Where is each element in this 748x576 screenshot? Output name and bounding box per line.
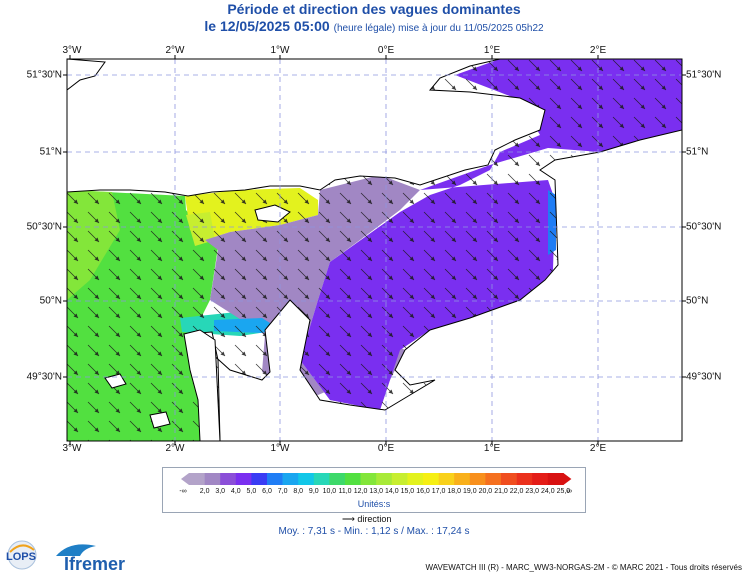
forecast-date: le 12/05/2025 05:00	[204, 18, 330, 34]
legend-label: 9,0	[308, 488, 319, 495]
legend-swatch	[501, 473, 517, 485]
footer-credit: WAVEWATCH III (R) - MARC_WW3-NORGAS-2M -…	[425, 563, 742, 572]
lon-tick-bottom-2e: 2°E	[589, 443, 607, 454]
legend-swatch	[267, 473, 283, 485]
legend-swatch	[204, 473, 221, 485]
legend-swatch	[360, 473, 377, 485]
direction-label: direction	[357, 514, 392, 524]
lat-tick-right-51-30: 51°30'N	[686, 69, 722, 81]
lops-logo: LOPS	[6, 540, 37, 570]
legend-label: ∞	[566, 488, 572, 495]
lat-tick-left-51-30: 51°30'N	[26, 69, 62, 81]
legend-swatch	[329, 473, 346, 485]
map-frame	[66, 58, 683, 442]
lat-tick-right-50-30: 50°30'N	[686, 221, 722, 233]
lon-tick-bottom-3w: 3°W	[62, 443, 82, 454]
tick-marks	[63, 55, 686, 445]
legend-swatch	[532, 473, 549, 485]
land	[67, 59, 682, 441]
legend-max-arrow	[563, 473, 572, 485]
ifremer-text: Ifremer	[64, 554, 125, 574]
lat-tick-left-50-30: 50°30'N	[26, 221, 62, 233]
legend-swatch	[220, 473, 237, 485]
legend-label: 15,0	[400, 488, 415, 495]
lat-tick-left-49-30: 49°30'N	[26, 371, 62, 383]
legend-label: 3,0	[215, 488, 226, 495]
lat-tick-left-50: 50°N	[39, 295, 62, 307]
legend-label: 14,0	[384, 488, 399, 495]
legend-swatch	[251, 473, 268, 485]
legend-label: 5,0	[246, 488, 257, 495]
legend-label: 20,0	[478, 488, 493, 495]
legend-swatch	[423, 473, 439, 485]
legend-swatch	[438, 473, 455, 485]
lon-tick-bottom-2w: 2°W	[165, 443, 185, 454]
legend-label: 6,0	[262, 488, 272, 495]
legend-swatch	[298, 473, 315, 485]
lon-tick-top-2e: 2°E	[589, 45, 607, 56]
legend-swatch	[469, 473, 486, 485]
legend-label: 18,0	[447, 488, 461, 495]
lat-tick-left-51: 51°N	[39, 146, 62, 158]
legend-label: 19,0	[462, 488, 477, 495]
direction-legend: ⟶ direction	[342, 514, 391, 525]
legend-label: 10,0	[322, 488, 337, 495]
statistics: Moy. : 7,31 s - Min. : 1,12 s / Max. : 1…	[278, 526, 470, 537]
legend-swatch	[407, 473, 424, 485]
lat-tick-right-49-30: 49°30'N	[686, 371, 722, 383]
lon-tick-top-2w: 2°W	[165, 45, 185, 56]
legend-swatch	[485, 473, 502, 485]
legend-swatch	[516, 473, 533, 485]
lon-tick-top-0e: 0°E	[377, 45, 395, 56]
legend-label: 21,0	[494, 488, 508, 495]
legend-label: 25,0	[556, 488, 571, 495]
legend-label: 22,0	[509, 488, 524, 495]
legend-label: 2,0	[199, 488, 210, 495]
legend-swatch	[282, 473, 299, 485]
lon-tick-bottom-0e: 0°E	[377, 443, 395, 454]
lon-tick-top-1e: 1°E	[483, 45, 501, 56]
legend-swatch	[376, 473, 393, 485]
legend-swatch	[345, 473, 361, 485]
legend-label: 16,0	[416, 488, 430, 495]
legend-swatch	[313, 473, 330, 485]
legend-label: 12,0	[353, 488, 368, 495]
lat-tick-right-51: 51°N	[686, 146, 709, 158]
legend-label: 4,0	[230, 488, 241, 495]
legend-units: Unités:s	[357, 499, 391, 509]
ifremer-logo: Ifremer	[56, 544, 125, 574]
legend-label: -∞	[179, 488, 187, 495]
lat-tick-right-50: 50°N	[686, 295, 709, 307]
legend-label: 17,0	[431, 488, 446, 495]
legend-swatch	[547, 473, 564, 485]
lon-tick-bottom-1e: 1°E	[483, 443, 501, 454]
lon-tick-top-1w: 1°W	[270, 45, 290, 56]
legend-colorbar	[181, 473, 572, 485]
legend-swatch	[235, 473, 252, 485]
legend-swatch	[391, 473, 408, 485]
legend-label: 8,0	[293, 488, 304, 495]
lon-tick-bottom-1w: 1°W	[270, 443, 290, 454]
update-note: (heure légale) mise à jour du 11/05/2025…	[333, 23, 544, 34]
legend-swatch	[189, 473, 205, 485]
legend-label: 11,0	[338, 488, 352, 495]
lon-tick-top-3w: 3°W	[62, 45, 82, 56]
legend-swatch	[454, 473, 471, 485]
legend-label: 13,0	[369, 488, 383, 495]
color-legend: -∞ 2,0 3,0 4,0 5,0 6,0 7,0 8,0 9,0 10,0 11,0 12,0 13…	[162, 467, 586, 513]
map-title: Période et direction des vagues dominant…	[227, 1, 521, 17]
lops-text: LOPS	[6, 551, 36, 563]
legend-label: 24,0	[540, 488, 555, 495]
map-subtitle: le 12/05/2025 05:00 (heure légale) mise …	[0, 18, 748, 34]
legend-min-arrow	[181, 473, 189, 485]
legend-label: 7,0	[277, 488, 288, 495]
graticule	[67, 59, 682, 441]
arrow-icon: ⟶	[342, 514, 355, 524]
legend-label: 23,0	[525, 488, 539, 495]
